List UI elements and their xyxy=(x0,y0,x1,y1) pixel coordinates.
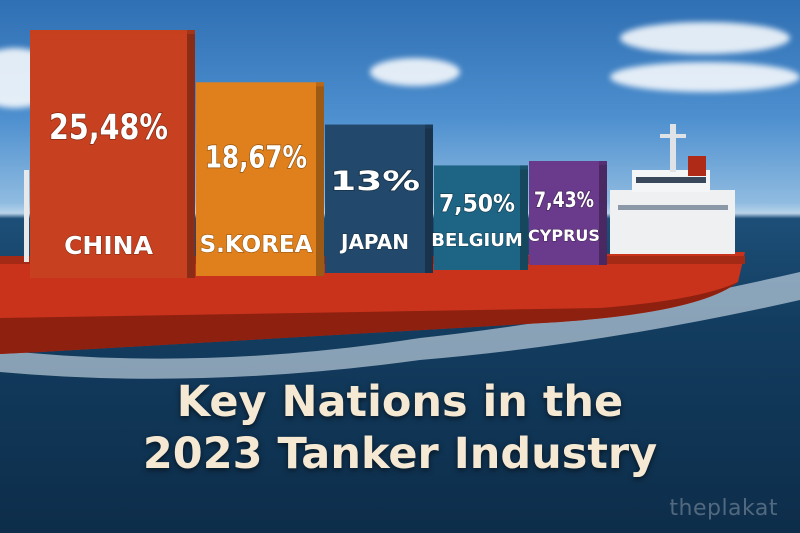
bar-top-edge xyxy=(196,82,324,87)
radar-mast xyxy=(670,124,676,172)
bar-category-label: S.KOREA xyxy=(200,232,313,258)
bar-china xyxy=(30,30,195,278)
cloud xyxy=(370,58,460,86)
bar-category-label: BELGIUM xyxy=(431,230,523,251)
bridge-windows xyxy=(636,177,706,183)
bridge-block xyxy=(610,190,735,254)
bar-value-label: 13% xyxy=(330,166,420,197)
bar-value-label: 18,67% xyxy=(205,141,307,176)
bar-belgium xyxy=(434,165,528,270)
bridge-windows-lower xyxy=(618,205,728,210)
title-line-1: Key Nations in the xyxy=(176,377,624,427)
bar-side-shade xyxy=(316,82,324,276)
bar-category-label: CYPRUS xyxy=(528,226,600,245)
chart-title: Key Nations in the 2023 Tanker Industry xyxy=(0,376,800,480)
radar-arm xyxy=(660,134,686,138)
bar-top-edge xyxy=(325,124,433,129)
bars-group: 25,48% CHINA 18,67% S.KOREA 13% JAPAN 7,50% BEL… xyxy=(30,30,607,278)
bar-side-shade xyxy=(520,165,528,270)
watermark-text: theplakat xyxy=(669,496,778,521)
bar-value-label: 7,43% xyxy=(534,188,594,212)
cloud xyxy=(610,62,800,92)
bar-side-shade xyxy=(187,30,195,278)
bar-value-label: 7,50% xyxy=(439,189,515,217)
bar-category-label: CHINA xyxy=(64,231,153,260)
funnel xyxy=(688,156,706,176)
bar-top-edge xyxy=(529,161,607,165)
bar-top-edge xyxy=(30,30,195,34)
ship-wake xyxy=(0,272,800,379)
bar-value-label: 25,48% xyxy=(49,108,168,148)
bar-skorea xyxy=(196,82,324,276)
cloud xyxy=(620,22,790,54)
bar-side-shade xyxy=(599,161,607,265)
ship-hull-shadow xyxy=(0,282,738,354)
title-line-2: 2023 Tanker Industry xyxy=(142,429,658,479)
bar-side-shade xyxy=(425,124,433,273)
bar-top-edge xyxy=(434,165,528,170)
bar-japan xyxy=(325,124,433,273)
bar-cyprus xyxy=(529,161,607,265)
bow-mast xyxy=(24,170,29,262)
bar-category-label: JAPAN xyxy=(339,230,409,254)
